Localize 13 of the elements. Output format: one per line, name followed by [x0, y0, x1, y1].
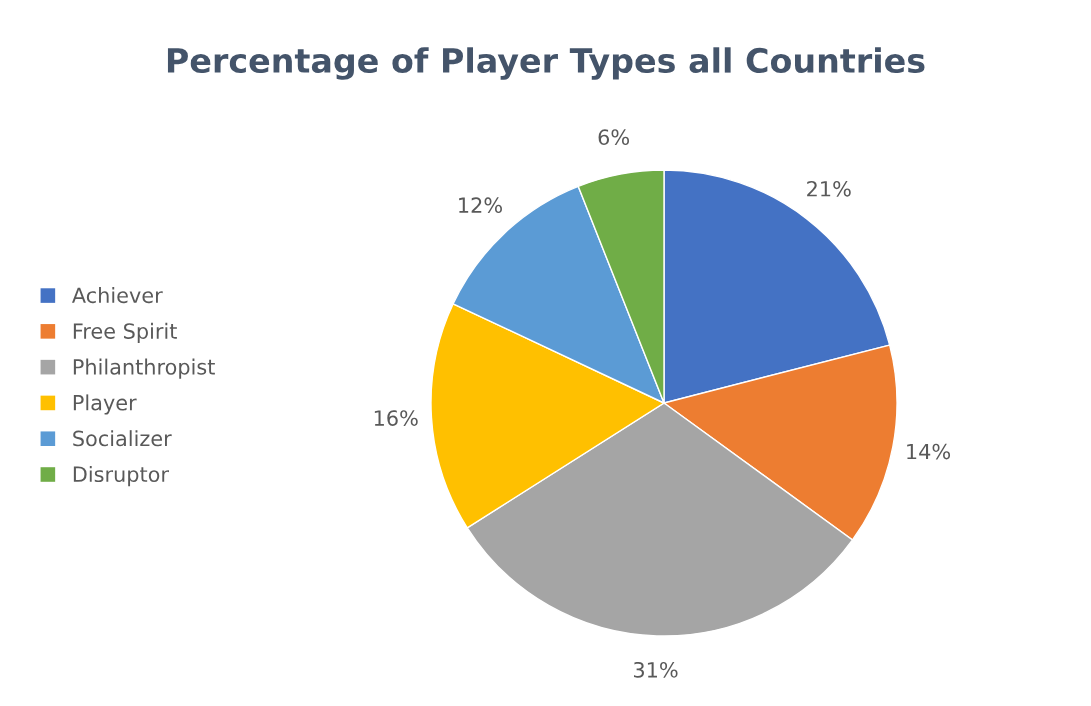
legend-label: Player — [73, 394, 137, 415]
legend-label: Philanthropist — [73, 358, 215, 379]
data-label: 12% — [459, 197, 502, 214]
data-label: 16% — [374, 410, 418, 426]
legend-label: Free Spirit — [73, 322, 177, 343]
legend-label: Socializer — [73, 430, 172, 447]
data-label: 31% — [633, 661, 678, 678]
data-label: 14% — [907, 443, 951, 460]
legend-label: Disruptor — [73, 465, 169, 487]
data-label: 6% — [598, 129, 630, 146]
legend-label: Achiever — [71, 287, 163, 304]
data-label: 21% — [807, 180, 851, 197]
chart-title: Percentage of Player Types all Countries — [167, 47, 925, 80]
